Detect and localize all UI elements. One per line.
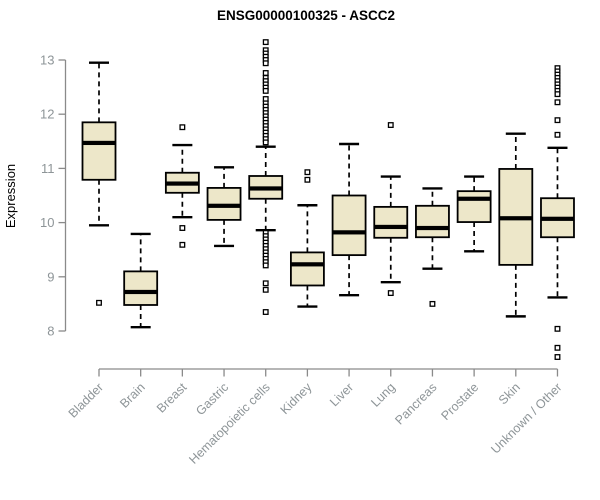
outlier-point — [262, 70, 269, 76]
iqr-box — [331, 194, 367, 257]
outlier-point — [554, 354, 561, 360]
boxplot-prostate — [456, 175, 492, 253]
median-line — [415, 225, 449, 231]
outlier-point — [262, 39, 269, 46]
x-category-label-hematopoietic-cells: Hematopoietic cells — [186, 380, 273, 467]
outlier-point — [304, 176, 311, 183]
median-line — [332, 230, 366, 235]
x-category-label-lung: Lung — [368, 380, 398, 410]
outlier-point — [262, 139, 269, 146]
boxplot-gastric — [206, 166, 242, 248]
boxplot-hematopoietic-cells — [248, 39, 284, 315]
y-tick-label: 10 — [40, 215, 54, 230]
y-tick-label: 8 — [47, 324, 54, 339]
boxplot-pancreas — [415, 187, 450, 307]
outlier-point — [554, 325, 561, 332]
boxplot-lung — [373, 122, 409, 297]
boxplot-liver — [331, 142, 367, 297]
outlier-point — [262, 286, 269, 293]
x-category-label-unknown-other: Unknown / Other — [488, 380, 564, 456]
median-line — [290, 262, 324, 267]
outlier-point — [96, 299, 102, 306]
y-tick-label: 11 — [41, 161, 55, 176]
boxplot-skin — [498, 132, 534, 318]
outlier-point — [179, 225, 186, 231]
outlier-point — [179, 241, 186, 248]
outlier-point — [262, 280, 269, 287]
boxplot-brain — [123, 232, 159, 329]
outlier-point — [429, 300, 436, 307]
outlier-point — [554, 91, 561, 98]
y-tick-label: 9 — [47, 269, 54, 284]
boxes-layer — [81, 39, 575, 360]
boxplot-kidney — [289, 169, 325, 308]
x-category-label-breast: Breast — [154, 380, 190, 416]
iqr-box — [289, 251, 325, 287]
boxplot-breast — [164, 124, 200, 248]
outlier-point — [387, 122, 394, 128]
y-axis-label: Expression — [3, 164, 18, 228]
median-line — [207, 203, 241, 208]
median-line — [124, 289, 158, 295]
outlier-point — [554, 117, 561, 124]
y-tick-label: 13 — [40, 53, 54, 68]
median-line — [457, 196, 491, 201]
median-line — [374, 224, 408, 230]
x-category-label-skin: Skin — [496, 380, 523, 407]
outlier-point — [387, 290, 394, 297]
x-category-label-bladder: Bladder — [66, 380, 106, 420]
median-line — [249, 186, 283, 191]
median-line — [499, 216, 533, 221]
outlier-point — [554, 99, 561, 106]
x-category-label-pancreas: Pancreas — [392, 380, 439, 427]
x-category-label-brain: Brain — [117, 380, 148, 411]
outlier-point — [262, 309, 269, 315]
iqr-box — [81, 121, 117, 181]
x-category-label-prostate: Prostate — [438, 380, 481, 423]
outlier-point — [179, 124, 186, 131]
boxplot-bladder — [81, 61, 117, 306]
x-category-label-liver: Liver — [327, 380, 356, 409]
median-line — [540, 216, 574, 221]
outlier-point — [304, 169, 311, 176]
outlier-point — [262, 87, 269, 94]
median-line — [165, 181, 199, 186]
boxplot-unknown-other — [540, 65, 575, 360]
outlier-point — [262, 60, 269, 67]
y-tick-label: 12 — [40, 107, 54, 122]
chart-title: ENSG00000100325 - ASCC2 — [217, 8, 395, 23]
iqr-box — [415, 204, 450, 239]
x-category-label-gastric: Gastric — [193, 380, 231, 418]
outlier-point — [554, 344, 561, 351]
x-category-label-kidney: Kidney — [278, 380, 315, 417]
iqr-box — [123, 270, 159, 306]
median-line — [82, 140, 116, 146]
outlier-point — [262, 262, 269, 269]
outlier-point — [554, 131, 561, 138]
iqr-box — [456, 190, 492, 223]
iqr-box — [373, 205, 409, 239]
